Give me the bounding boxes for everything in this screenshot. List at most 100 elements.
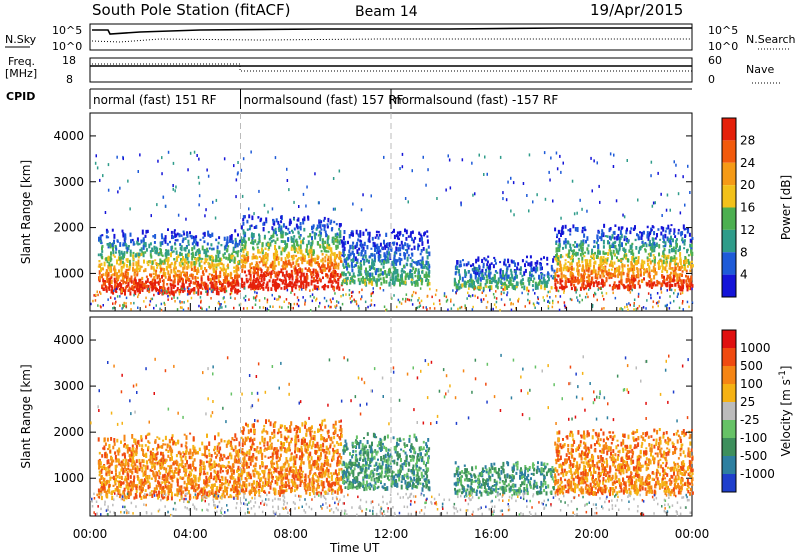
echo-cell: [170, 495, 173, 501]
echo-cell: [134, 290, 137, 296]
echo-cell: [645, 268, 648, 271]
echo-cell: [296, 277, 299, 282]
echo-cell: [287, 254, 290, 258]
echo-cell: [161, 488, 163, 494]
echo-cell: [596, 283, 599, 287]
echo-cell: [676, 274, 679, 278]
echo-cell: [198, 304, 200, 308]
echo-cell: [149, 253, 152, 257]
echo-cell: [271, 226, 274, 230]
echo-cell: [343, 246, 346, 252]
echo-cell: [179, 251, 182, 256]
echo-cell: [467, 261, 470, 266]
echo-cell: [230, 236, 233, 241]
echo-cell: [136, 265, 139, 271]
echo-cell: [445, 300, 448, 303]
echo-cell: [107, 188, 110, 192]
echo-cell: [662, 241, 665, 243]
echo-cell: [314, 236, 317, 240]
echo-cell: [167, 257, 170, 262]
echo-cell: [240, 265, 243, 269]
echo-cell: [105, 235, 108, 239]
echo-cell: [546, 294, 548, 298]
echo-cell: [171, 290, 174, 296]
echo-cell: [265, 242, 268, 247]
echo-cell: [193, 282, 196, 285]
echo-cell: [380, 272, 383, 276]
echo-cell: [618, 270, 620, 274]
echo-cell: [331, 280, 334, 284]
echo-cell: [385, 232, 388, 237]
echo-cell: [581, 283, 584, 288]
echo-cell: [341, 243, 344, 248]
echo-cell: [564, 286, 567, 289]
echo-cell: [163, 288, 166, 292]
echo-cell: [176, 287, 179, 290]
echo-cell: [236, 242, 239, 248]
echo-cell: [115, 280, 118, 285]
echo-cell: [193, 266, 196, 270]
echo-cell: [354, 245, 357, 250]
echo-cell: [142, 245, 145, 250]
echo-cell: [347, 254, 350, 260]
echo-cell: [305, 288, 307, 291]
echo-cell: [416, 282, 419, 287]
echo-cell: [477, 296, 479, 299]
freq-tick-18: 18: [62, 54, 76, 67]
echo-cell: [503, 303, 506, 307]
echo-cell: [637, 250, 640, 254]
echo-cell: [679, 292, 682, 295]
echo-cell: [425, 275, 428, 279]
echo-cell: [612, 249, 615, 255]
echo-cell: [361, 295, 363, 298]
echo-cell: [223, 236, 226, 241]
echo-cell: [681, 273, 683, 277]
echo-cell: [106, 231, 108, 234]
echo-cell: [633, 284, 636, 289]
echo-cell: [652, 305, 654, 309]
echo-cell: [689, 243, 692, 248]
echo-cell: [219, 270, 222, 275]
echo-cell: [182, 290, 185, 293]
echo-cell: [101, 256, 104, 260]
echo-cell: [176, 273, 179, 277]
echo-cell: [219, 287, 222, 291]
echo-cell: [662, 226, 665, 232]
echo-cell: [573, 283, 576, 287]
echo-cell: [218, 307, 220, 311]
echo-cell: [113, 265, 116, 269]
echo-cell: [311, 299, 314, 303]
echo-cell: [489, 263, 491, 269]
echo-cell: [126, 472, 129, 477]
echo-cell: [527, 298, 529, 302]
echo-cell: [646, 234, 649, 239]
echo-cell: [144, 234, 147, 238]
echo-cell: [160, 493, 163, 498]
echo-cell: [265, 273, 268, 276]
echo-cell: [138, 278, 141, 283]
echo-cell: [97, 488, 100, 493]
echo-cell: [306, 268, 309, 272]
echo-cell: [268, 279, 271, 283]
echo-cell: [229, 282, 232, 286]
echo-cell: [304, 300, 306, 304]
echo-cell: [204, 267, 206, 271]
echo-cell: [131, 459, 134, 465]
echo-cell: [579, 244, 582, 249]
echo-cell: [352, 272, 355, 276]
echo-cell: [684, 256, 687, 261]
echo-cell: [103, 282, 106, 284]
echo-cell: [120, 440, 122, 444]
echo-cell: [101, 250, 104, 253]
echo-cell: [246, 219, 249, 224]
echo-cell: [289, 282, 292, 287]
echo-cell: [193, 261, 196, 266]
echo-cell: [196, 249, 199, 252]
echo-cell: [555, 278, 558, 282]
echo-cell: [160, 267, 163, 272]
echo-cell: [219, 274, 222, 278]
echo-cell: [200, 460, 203, 466]
echo-cell: [396, 277, 399, 282]
echo-cell: [327, 280, 330, 284]
echo-cell: [108, 242, 110, 247]
